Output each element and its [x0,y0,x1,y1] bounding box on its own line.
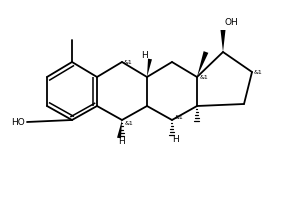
Text: &1: &1 [124,60,133,65]
Text: HO: HO [11,117,25,127]
Polygon shape [197,51,208,77]
Polygon shape [117,120,122,138]
Text: H: H [119,137,125,147]
Polygon shape [220,30,225,52]
Text: &1: &1 [125,121,134,126]
Text: OH: OH [225,18,239,27]
Text: &1: &1 [175,114,184,120]
Text: &1: &1 [254,69,263,74]
Text: &1: &1 [200,74,209,80]
Text: H: H [142,50,148,60]
Polygon shape [147,59,152,77]
Text: H: H [173,135,179,145]
